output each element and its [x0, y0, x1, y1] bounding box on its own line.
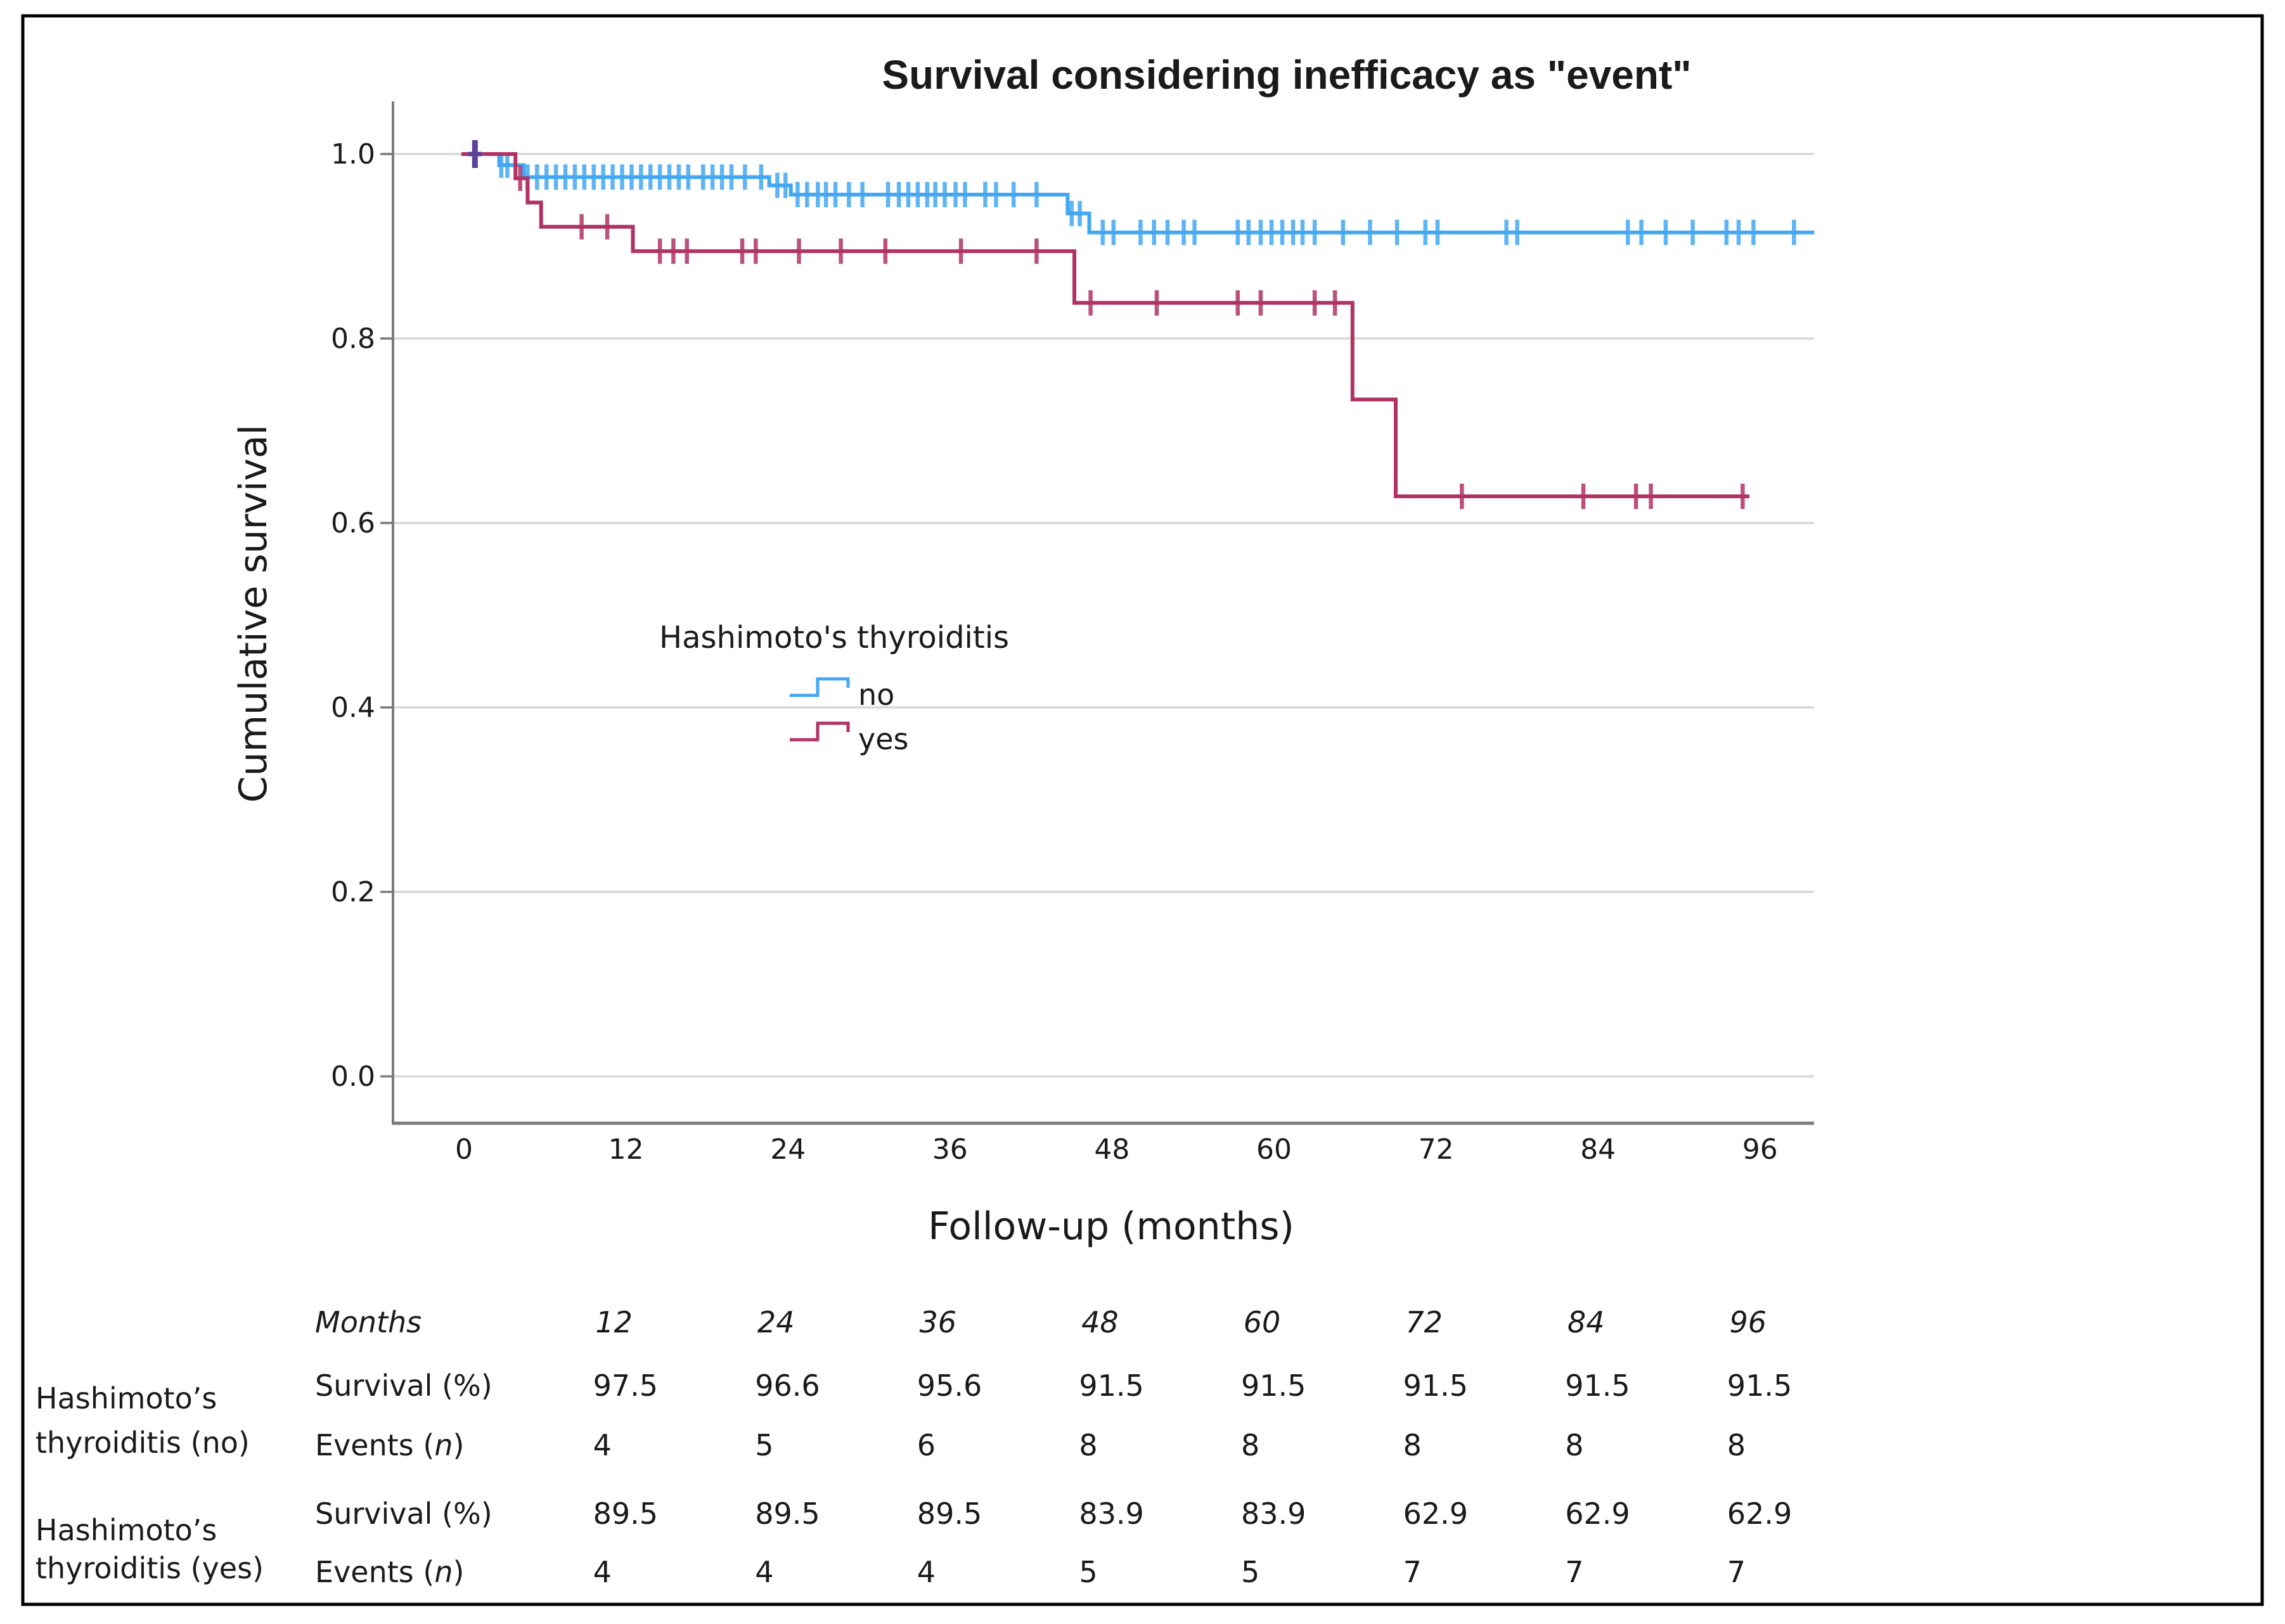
- legend-step-symbol-no: [790, 677, 850, 697]
- table-cell: 83.9: [1079, 1497, 1143, 1531]
- figure-frame: [21, 14, 2264, 1606]
- y-tick-label: 1.0: [331, 138, 375, 171]
- legend-title: Hashimoto's thyroiditis: [659, 620, 1009, 655]
- table-month-header: 96: [1730, 1305, 1767, 1339]
- gridlines-layer: [393, 153, 1814, 1078]
- km-curve-yes: [461, 152, 1749, 498]
- table-month-header: 36: [920, 1305, 957, 1339]
- table-cell: 8: [1403, 1428, 1422, 1462]
- table-cell: 91.5: [1403, 1369, 1468, 1403]
- table-cell: 91.5: [1241, 1369, 1306, 1403]
- legend-label-no: no: [858, 678, 894, 712]
- table-cell: 5: [755, 1428, 773, 1462]
- table-row-label: Survival (%): [315, 1369, 492, 1403]
- table-month-header: 24: [757, 1305, 795, 1339]
- table-months-label: Months: [315, 1305, 422, 1339]
- table-cell: 91.5: [1079, 1369, 1143, 1403]
- table-cell: 96.6: [755, 1369, 820, 1403]
- table-cell: 8: [1241, 1428, 1259, 1462]
- table-cell: 7: [1727, 1555, 1746, 1589]
- table-cell: 97.5: [593, 1369, 658, 1403]
- legend-step-symbol-yes: [790, 721, 850, 742]
- axes-layer: [380, 101, 1814, 1125]
- table-cell: 7: [1565, 1555, 1583, 1589]
- table-group-label: thyroiditis (no): [35, 1426, 250, 1460]
- table-month-header: 12: [595, 1305, 633, 1339]
- x-tick-label: 48: [1094, 1133, 1130, 1166]
- table-group-label: thyroiditis (yes): [35, 1551, 264, 1585]
- y-tick-label: 0.0: [331, 1060, 375, 1093]
- x-tick-labels-layer: 0 12 24 36 48 60 72 84 96: [455, 1133, 1778, 1166]
- survival-table-layer: Months 12 24 36 48 60 72 84 96Hashimoto’sthyroid…: [35, 1305, 1792, 1589]
- table-cell: 4: [593, 1428, 612, 1462]
- x-tick-label: 60: [1256, 1133, 1292, 1166]
- y-tick-labels-layer: 0.0 0.2 0.4 0.6 0.8 1.0: [331, 138, 375, 1093]
- legend: Hashimoto's thyroiditis no yes: [659, 620, 1009, 756]
- x-tick-label: 24: [770, 1133, 806, 1166]
- y-tick-label: 0.8: [331, 323, 375, 355]
- table-cell: 8: [1079, 1428, 1097, 1462]
- table-cell: 8: [1727, 1428, 1746, 1462]
- chart-title: Survival considering inefficacy as "even…: [882, 52, 1691, 98]
- table-cell: 4: [755, 1555, 773, 1589]
- table-month-header: 72: [1405, 1305, 1443, 1339]
- x-tick-label: 96: [1742, 1133, 1778, 1166]
- table-cell: 91.5: [1565, 1369, 1630, 1403]
- y-axis-title: Cumulative survival: [231, 425, 276, 803]
- x-axis-title: Follow-up (months): [928, 1204, 1294, 1249]
- table-row-label: Events (n): [315, 1428, 464, 1462]
- table-row-label: Survival (%): [315, 1497, 492, 1531]
- table-cell: 5: [1079, 1555, 1097, 1589]
- km-curve-no: [461, 152, 1815, 235]
- table-cell: 62.9: [1565, 1497, 1630, 1531]
- table-cell: 95.6: [917, 1369, 982, 1403]
- table-cell: 83.9: [1241, 1497, 1306, 1531]
- x-tick-label: 72: [1419, 1133, 1454, 1166]
- table-cell: 7: [1403, 1555, 1422, 1589]
- table-month-header: 60: [1244, 1305, 1281, 1339]
- legend-label-yes: yes: [858, 722, 909, 756]
- table-month-header: 84: [1567, 1305, 1605, 1339]
- table-month-header: 48: [1081, 1305, 1119, 1339]
- y-tick-label: 0.2: [331, 876, 375, 908]
- table-cell: 62.9: [1727, 1497, 1792, 1531]
- x-tick-label: 36: [932, 1133, 968, 1166]
- table-cell: 5: [1241, 1555, 1259, 1589]
- table-cell: 6: [917, 1428, 936, 1462]
- table-group-label: Hashimoto’s: [35, 1513, 217, 1547]
- survival-curves-layer: [461, 140, 1815, 509]
- table-cell: 4: [593, 1555, 612, 1589]
- table-cell: 89.5: [593, 1497, 658, 1531]
- table-cell: 89.5: [755, 1497, 820, 1531]
- x-tick-label: 0: [455, 1133, 473, 1166]
- table-group-label: Hashimoto’s: [35, 1381, 217, 1415]
- table-cell: 62.9: [1403, 1497, 1468, 1531]
- table-cell: 8: [1565, 1428, 1583, 1462]
- table-cell: 89.5: [917, 1497, 982, 1531]
- x-tick-label: 84: [1580, 1133, 1616, 1166]
- table-cell: 4: [917, 1555, 936, 1589]
- x-tick-label: 12: [608, 1133, 644, 1166]
- table-cell: 91.5: [1727, 1369, 1792, 1403]
- table-row-label: Events (n): [315, 1555, 464, 1589]
- y-tick-label: 0.4: [331, 692, 375, 724]
- y-tick-label: 0.6: [331, 507, 375, 539]
